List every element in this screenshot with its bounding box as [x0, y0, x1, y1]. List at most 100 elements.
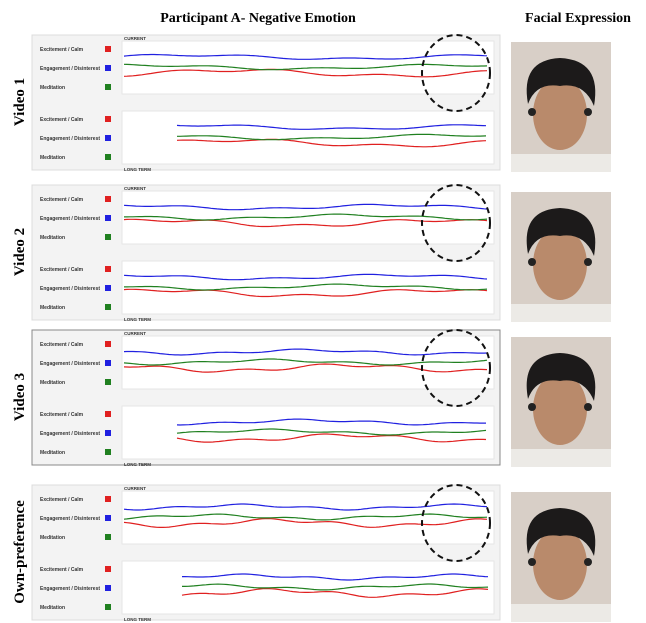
headset	[584, 258, 592, 266]
face-title: Facial Expression	[525, 11, 631, 26]
legend-swatch	[105, 234, 111, 240]
series-line	[124, 213, 488, 221]
panel-caption: LONG TERM	[124, 617, 151, 622]
panel-caption: LONG TERM	[124, 317, 151, 322]
legend-label: Engagement / Disinterest	[40, 286, 100, 292]
face	[533, 528, 587, 600]
chart-title: Participant A- Negative Emotion	[160, 11, 356, 26]
legend-label: Meditation	[40, 605, 65, 611]
panel-caption: CURRENT	[124, 186, 146, 191]
series-line	[177, 133, 487, 141]
headset	[528, 403, 536, 411]
legend-swatch	[105, 515, 111, 521]
panel-caption: LONG TERM	[124, 462, 151, 467]
legend-swatch	[105, 46, 111, 52]
row-label: Video 3	[12, 373, 28, 421]
series-line	[123, 273, 488, 281]
legend-swatch	[105, 196, 111, 202]
legend-label: Excitement / Calm	[40, 197, 84, 203]
legend-label: Excitement / Calm	[40, 497, 84, 503]
legend-swatch	[105, 304, 111, 310]
legend-label: Excitement / Calm	[40, 412, 84, 418]
row-label-group: Video 2	[12, 228, 28, 276]
shirt	[511, 304, 611, 322]
series-line	[123, 348, 488, 356]
plot-area	[121, 490, 495, 545]
headset	[584, 558, 592, 566]
series-line	[123, 53, 488, 60]
legend-label: Meditation	[40, 305, 65, 311]
panel-caption: CURRENT	[124, 331, 146, 336]
plot-area	[121, 560, 495, 615]
legend-label: Excitement / Calm	[40, 567, 84, 573]
row-label-group: Video 3	[12, 373, 28, 421]
legend-swatch	[105, 430, 111, 436]
hair	[526, 58, 596, 106]
legend-label: Meditation	[40, 380, 65, 386]
legend-swatch	[105, 449, 111, 455]
series-line	[123, 503, 488, 511]
legend-label: Meditation	[40, 155, 65, 161]
face	[533, 228, 587, 300]
legend-label: Engagement / Disinterest	[40, 586, 100, 592]
highlight-ellipse	[421, 329, 491, 407]
legend-swatch	[105, 604, 111, 610]
legend-swatch	[105, 411, 111, 417]
legend-label: Excitement / Calm	[40, 267, 84, 273]
panel-caption: LONG TERM	[124, 167, 151, 172]
legend-label: Engagement / Disinterest	[40, 431, 100, 437]
legend-swatch	[105, 360, 111, 366]
series-line	[176, 418, 486, 426]
legend-label: Meditation	[40, 85, 65, 91]
row-label-group: Own-preference	[12, 500, 28, 604]
headset	[528, 258, 536, 266]
face	[533, 78, 587, 150]
highlight-ellipse	[421, 184, 491, 262]
legend-label: Meditation	[40, 450, 65, 456]
legend-label: Engagement / Disinterest	[40, 361, 100, 367]
series-line	[182, 583, 489, 591]
series-line	[124, 283, 488, 291]
legend-label: Excitement / Calm	[40, 47, 84, 53]
legend-label: Meditation	[40, 535, 65, 541]
series-line	[123, 218, 488, 228]
headset	[528, 558, 536, 566]
row-label-group: Video 1	[12, 78, 28, 126]
legend-swatch	[105, 379, 111, 385]
series-line	[176, 433, 487, 443]
legend-label: Excitement / Calm	[40, 342, 84, 348]
legend-swatch	[105, 496, 111, 502]
legend-label: Engagement / Disinterest	[40, 216, 100, 222]
series-line	[123, 358, 488, 366]
highlight-ellipse	[421, 34, 491, 112]
headset	[528, 108, 536, 116]
shirt	[511, 449, 611, 467]
legend-swatch	[105, 215, 111, 221]
hair	[526, 208, 596, 256]
legend-swatch	[105, 135, 111, 141]
legend-label: Meditation	[40, 235, 65, 241]
headset	[584, 108, 592, 116]
series-line	[123, 363, 488, 373]
legend-swatch	[105, 534, 111, 540]
series-line	[123, 288, 488, 298]
legend-swatch	[105, 585, 111, 591]
row-label: Video 1	[12, 78, 28, 126]
legend-swatch	[105, 566, 111, 572]
legend-swatch	[105, 266, 111, 272]
hair	[526, 353, 596, 401]
hair	[526, 508, 596, 556]
series-line	[176, 138, 487, 148]
series-line	[123, 68, 488, 78]
panel-caption: CURRENT	[124, 36, 146, 41]
series-line	[123, 518, 488, 528]
legend-swatch	[105, 285, 111, 291]
headset	[584, 403, 592, 411]
shirt	[511, 604, 611, 622]
series-line	[182, 573, 489, 581]
row-label: Own-preference	[12, 500, 28, 604]
series-line	[123, 513, 488, 521]
legend-label: Engagement / Disinterest	[40, 136, 100, 142]
series-line	[176, 124, 487, 130]
